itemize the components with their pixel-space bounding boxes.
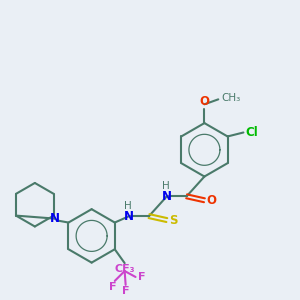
Text: O: O (200, 95, 209, 108)
Text: N: N (124, 210, 134, 223)
Text: Cl: Cl (245, 126, 258, 139)
Text: F: F (109, 282, 116, 292)
Text: N: N (162, 190, 172, 203)
Text: H: H (162, 182, 170, 191)
Text: F: F (122, 286, 129, 296)
Text: F: F (137, 272, 145, 282)
Text: S: S (169, 214, 177, 226)
Text: H: H (124, 201, 132, 211)
Text: CF₃: CF₃ (114, 264, 135, 274)
Text: N: N (50, 212, 60, 225)
Text: CH₃: CH₃ (221, 93, 241, 103)
Text: O: O (206, 194, 216, 207)
